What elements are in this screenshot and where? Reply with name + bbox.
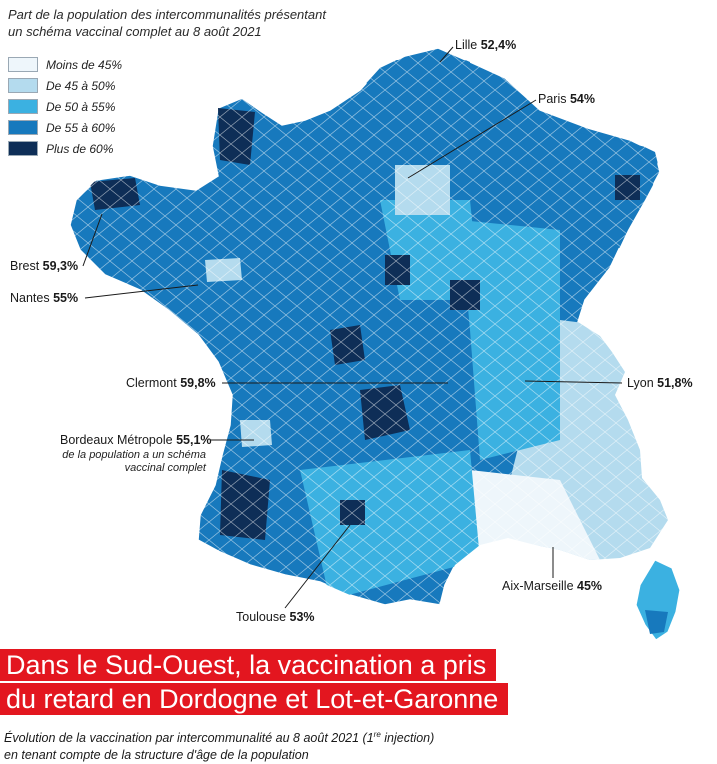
- city-value: 52,4%: [480, 38, 517, 52]
- corsica-south: [645, 610, 668, 634]
- city-label-paris: Paris 54%: [538, 92, 595, 106]
- city-label-nantes: Nantes 55%: [10, 291, 78, 305]
- caption-part-2: injection): [380, 731, 435, 746]
- city-name: Paris: [538, 92, 567, 106]
- subtitle-line-2: un schéma vaccinal complet au 8 août 202…: [8, 24, 262, 39]
- city-name: Lille: [455, 38, 478, 52]
- legend-item: De 55 à 60%: [8, 117, 122, 138]
- caption-line-2: en tenant compte de la structure d'âge d…: [4, 748, 309, 763]
- city-label-lyon: Lyon 51,8%: [627, 376, 693, 390]
- caption: Évolution de la vaccination par intercom…: [4, 726, 524, 764]
- city-name: Aix-Marseille: [502, 579, 574, 593]
- legend-label: Plus de 60%: [46, 141, 114, 156]
- city-label-lille: Lille 52,4%: [455, 38, 516, 52]
- legend-label: De 50 à 55%: [46, 99, 116, 114]
- city-label-clermont: Clermont 59,8%: [126, 376, 216, 390]
- legend-swatch: [8, 57, 38, 72]
- caption-superscript: re: [373, 730, 381, 739]
- legend-label: De 45 à 50%: [46, 78, 116, 93]
- legend-swatch: [8, 99, 38, 114]
- city-value: 59,8%: [180, 376, 216, 390]
- legend-label: Moins de 45%: [46, 57, 123, 72]
- legend-swatch: [8, 120, 38, 135]
- city-name: Brest: [10, 259, 40, 273]
- headline: Dans le Sud-Ouest, la vaccination a pris…: [0, 649, 509, 717]
- legend-item: De 50 à 55%: [8, 96, 122, 117]
- bordeaux-note-line-1: de la population a un schéma: [62, 449, 206, 461]
- city-value: 59,3%: [42, 259, 79, 273]
- legend-item: De 45 à 50%: [8, 75, 122, 96]
- city-value: 51,8%: [657, 376, 693, 390]
- caption-part-1: Évolution de la vaccination par intercom…: [4, 731, 374, 746]
- caption-line-1: Évolution de la vaccination par intercom…: [4, 726, 524, 747]
- legend-swatch: [8, 141, 38, 156]
- legend-item: Moins de 45%: [8, 54, 122, 75]
- city-name: Nantes: [10, 291, 50, 305]
- corsica: [635, 559, 681, 640]
- city-label-toulouse: Toulouse 53%: [236, 610, 315, 624]
- city-label-bordeaux: Bordeaux Métropole 55,1%: [60, 433, 212, 447]
- headline-line-1: Dans le Sud-Ouest, la vaccination a pris: [0, 649, 497, 681]
- city-label-brest: Brest 59,3%: [10, 259, 78, 273]
- city-value: 55,1%: [176, 433, 212, 447]
- city-value: 45%: [577, 579, 603, 593]
- legend-swatch: [8, 78, 38, 93]
- city-name: Clermont: [126, 376, 177, 390]
- city-name: Lyon: [627, 376, 654, 390]
- city-label-aix-marseille: Aix-Marseille 45%: [502, 579, 602, 593]
- legend-label: De 55 à 60%: [46, 120, 116, 135]
- legend: Moins de 45% De 45 à 50% De 50 à 55% De …: [8, 54, 122, 159]
- city-name: Bordeaux Métropole: [60, 433, 173, 447]
- leader-lines: [82, 46, 623, 609]
- city-value: 55%: [53, 291, 79, 305]
- legend-item: Plus de 60%: [8, 138, 122, 159]
- subtitle-line-1: Part de la population des intercommunali…: [8, 7, 326, 22]
- bordeaux-note-line-2: vaccinal complet: [124, 462, 206, 474]
- bordeaux-note: de la population a un schéma vaccinal co…: [40, 449, 206, 475]
- map-subtitle: Part de la population des intercommunali…: [8, 6, 368, 40]
- city-name: Toulouse: [236, 610, 287, 624]
- map-regions: [70, 48, 668, 605]
- city-value: 54%: [569, 92, 595, 106]
- headline-line-2: du retard en Dordogne et Lot-et-Garonne: [0, 683, 509, 715]
- france-choropleth-map: [69, 46, 681, 640]
- intercommunality-grid: [70, 48, 668, 605]
- city-value: 53%: [289, 610, 315, 624]
